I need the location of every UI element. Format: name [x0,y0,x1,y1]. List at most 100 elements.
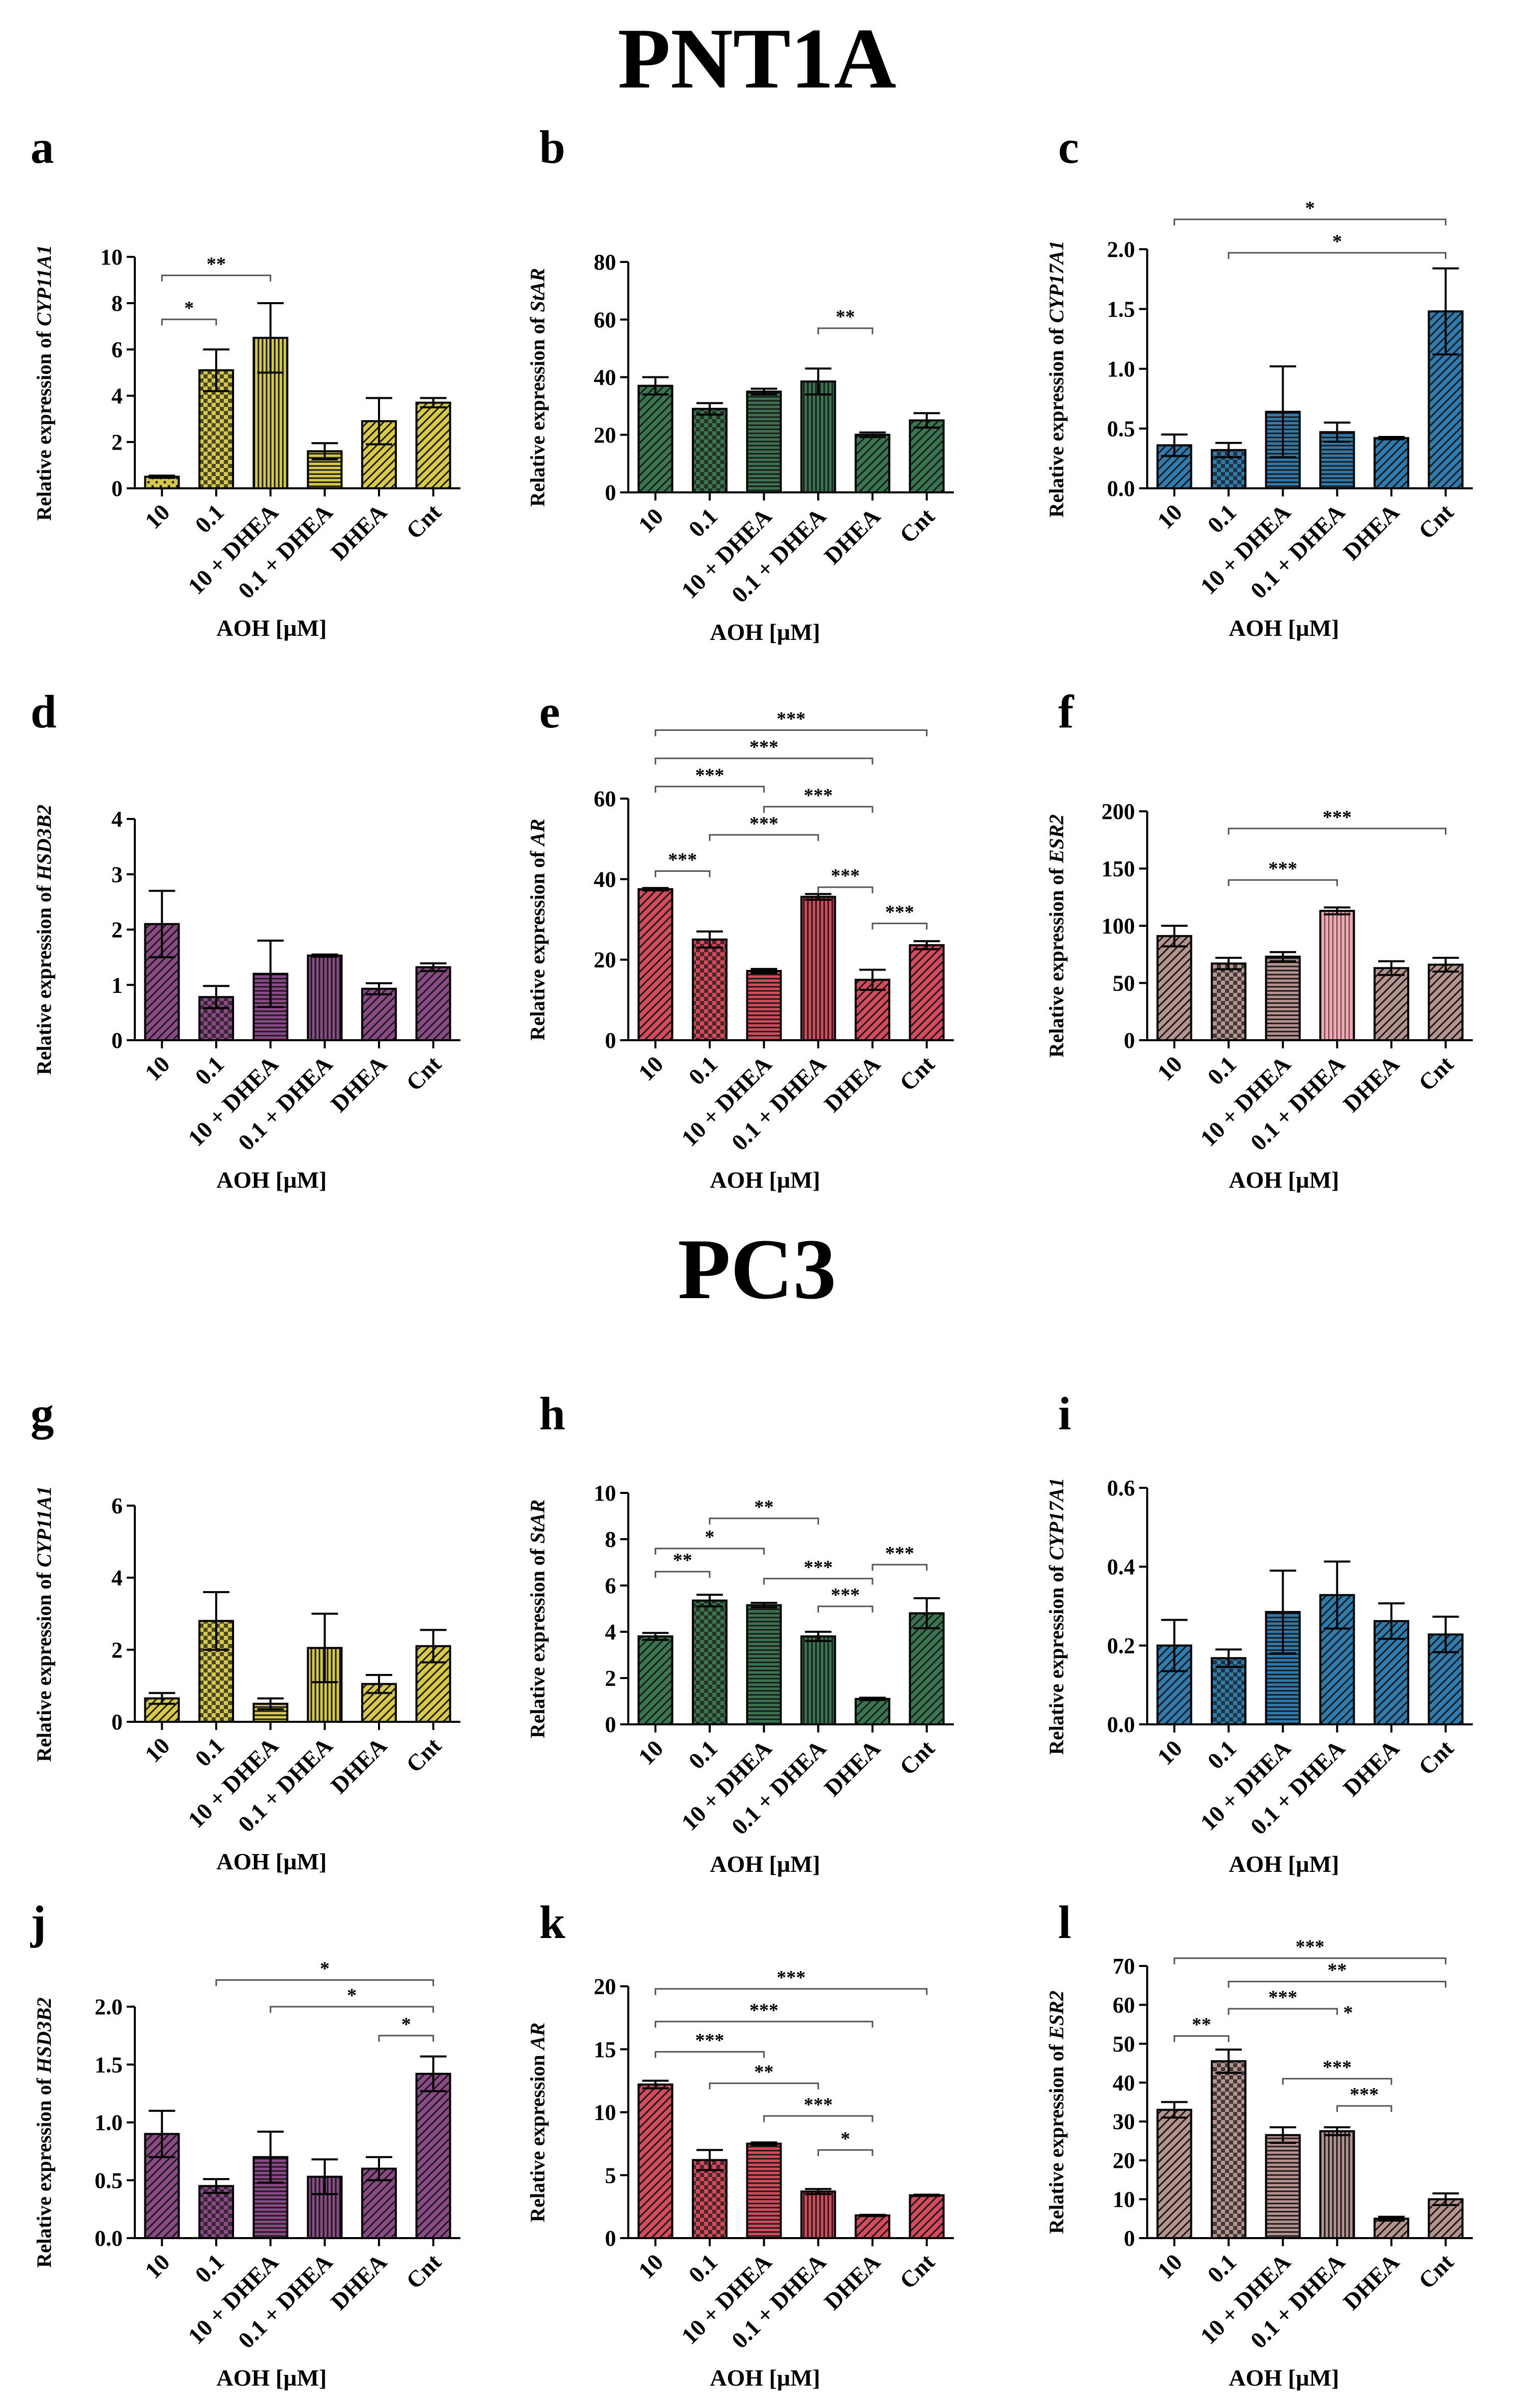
significance-bracket [763,1577,874,1585]
y-tick-label: 30 [1113,2109,1135,2134]
y-axis-label-gene: StAR [526,1500,549,1544]
bar [800,896,836,1041]
x-axis-label: AOH [µM] [710,619,820,645]
bar [1428,963,1464,1041]
y-tick-label: 3 [111,862,123,887]
significance-label: *** [1323,2057,1352,2078]
x-category-label: Cnt [401,2249,446,2294]
significance-bracket [1282,2078,1392,2085]
y-tick-label: 8 [111,291,123,316]
x-category-label: 10 [140,1732,175,1768]
bar [1373,967,1410,1041]
y-tick-label: 4 [111,384,123,408]
significance-label: *** [1296,1936,1325,1958]
y-axis-label-prefix: Relative expression of [526,846,549,1041]
y-tick-label: 6 [111,1493,123,1518]
y-axis-label-prefix: Relative expression of [1045,863,1068,1058]
x-category-label: DHEA [326,1051,392,1117]
panel-letter: b [539,121,565,173]
bar [415,2072,451,2239]
significance-label: *** [885,901,914,923]
significance-label: * [1332,231,1342,252]
significance-label: *** [749,737,778,758]
y-axis-label-prefix: Relative expression of [1045,323,1068,518]
y-tick-label: 10 [594,2100,616,2125]
bar [1265,955,1301,1041]
y-axis-label: Relative expression of HSD3B2 [33,805,55,1075]
x-category-label: 0.1 [1202,1051,1241,1090]
significance-bracket [763,2115,874,2122]
y-tick-label: 0 [605,1712,616,1737]
significance-label: *** [695,2030,724,2051]
y-tick-label: 4 [111,1566,123,1591]
x-axis-label: AOH [µM] [216,1167,327,1193]
y-tick-label: 0 [111,1710,123,1735]
y-tick-label: 0 [605,2226,616,2251]
significance-bracket [654,785,765,793]
significance-label: *** [777,708,806,729]
significance-label: * [347,1985,357,2006]
y-axis-label-prefix: Relative expression of [33,880,55,1075]
x-category-label: 0.1 [683,2249,722,2288]
significance-bracket [654,2051,765,2058]
y-axis-label: Relative expression of ESR2 [1045,814,1068,1058]
significance-label: *** [1268,1987,1297,2008]
x-category-label: 10 [140,2249,175,2284]
chart-panel-f: f 0 50 100 150 200 Relative expression of ESR2… [1045,686,1473,1193]
chart-panel-l: l 0 10 20 30 40 50 60 70 Relative expression of E… [1045,1896,1473,2391]
x-category-label: Cnt [894,2249,940,2294]
x-category-label: Cnt [894,1735,940,1780]
bar [307,954,343,1042]
significance-label: ** [836,306,855,328]
y-tick-label: 40 [1113,2070,1135,2095]
x-category-label: DHEA [1338,1051,1404,1117]
x-category-label: DHEA [819,503,885,569]
y-tick-label: 0 [1124,1028,1135,1053]
x-axis-label: AOH [µM] [1229,1851,1339,1877]
section-title-pnt1a: PNT1A [618,11,896,106]
significance-label: *** [831,1584,860,1606]
y-axis-label-prefix: Relative expression of [33,1567,55,1762]
x-category-label: Cnt [1413,1735,1459,1780]
x-category-label: 10 [1152,499,1187,534]
panel-letter: f [1058,686,1074,738]
significance-bracket [378,2035,434,2042]
significance-bracket [1173,1957,1447,1964]
y-tick-label: 8 [605,1527,616,1552]
x-category-label: 10 [140,499,175,534]
y-tick-label: 20 [594,948,616,973]
bar [691,407,728,493]
significance-bracket [654,870,711,877]
y-axis-label-gene: AR [526,2022,549,2051]
significance-label: *** [804,1557,833,1578]
significance-bracket [817,327,874,335]
bar [252,1702,288,1723]
significance-bracket [817,886,874,894]
y-tick-label: 2 [111,918,123,943]
y-tick-label: 6 [605,1573,616,1598]
x-category-label: DHEA [819,1051,885,1117]
significance-bracket [709,834,819,841]
panel-letter: k [539,1896,566,1948]
y-tick-label: 0 [605,1028,616,1053]
x-category-label: 0.1 [190,2249,229,2288]
y-axis-label-gene: CYP17A1 [1045,1478,1068,1560]
section-title-pc3: PC3 [678,1221,836,1317]
x-category-label: 0.1 [1202,499,1241,538]
x-category-label: Cnt [894,503,940,548]
x-category-label: DHEA [819,2249,885,2315]
chart-panel-b: b 0 20 40 60 80 Relative expression of StAR 10 0… [526,121,954,645]
x-category-label: DHEA [326,1732,392,1799]
y-tick-label: 2 [605,1666,616,1691]
x-category-label: DHEA [326,499,392,565]
bar [1210,962,1247,1041]
significance-label: *** [831,865,860,887]
y-tick-label: 1.5 [95,2052,123,2077]
y-tick-label: 0 [1124,2226,1135,2251]
significance-label: *** [695,765,724,786]
bar [691,2159,728,2239]
y-tick-label: 0 [605,480,616,505]
x-category-label: Cnt [1413,2249,1459,2294]
x-category-label: DHEA [326,2249,392,2315]
